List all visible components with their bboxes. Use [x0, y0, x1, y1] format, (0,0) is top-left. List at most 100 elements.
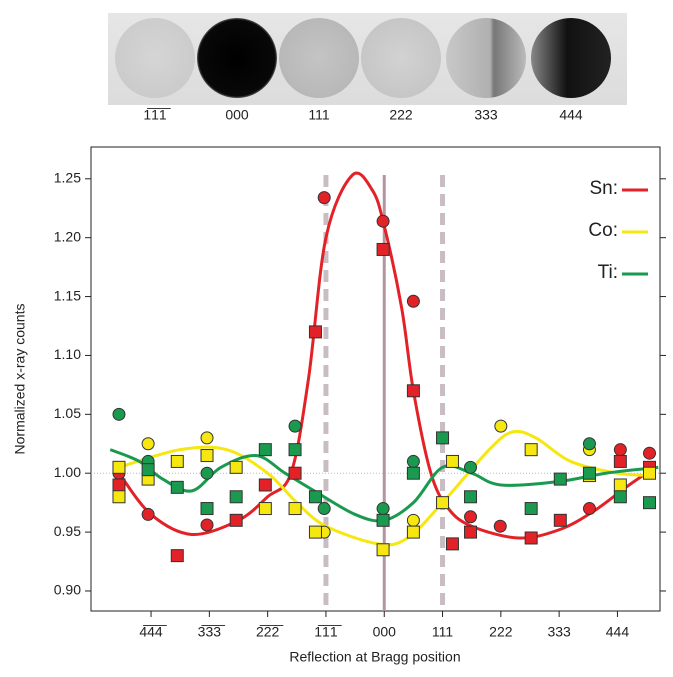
legend-label: Co:	[588, 220, 618, 241]
data-point	[230, 514, 242, 526]
data-point	[407, 385, 419, 397]
data-point	[201, 450, 213, 462]
data-point	[465, 491, 477, 503]
data-point	[407, 455, 419, 467]
data-point	[407, 295, 419, 307]
data-point	[407, 467, 419, 479]
data-point	[465, 526, 477, 538]
data-point	[495, 420, 507, 432]
data-point	[259, 479, 271, 491]
legend-label: Ti:	[598, 262, 618, 283]
data-point	[289, 467, 301, 479]
data-point	[171, 481, 183, 493]
data-point	[318, 192, 330, 204]
data-point	[494, 520, 506, 532]
data-point	[554, 473, 566, 485]
image-strip	[108, 13, 627, 105]
data-point	[201, 503, 213, 515]
data-point	[644, 447, 656, 459]
data-point	[230, 461, 242, 473]
data-point	[230, 491, 242, 503]
data-point	[614, 444, 626, 456]
data-point	[614, 491, 626, 503]
spot	[197, 18, 277, 98]
data-point	[407, 514, 419, 526]
data-point	[289, 444, 301, 456]
spot	[361, 18, 441, 98]
data-point	[644, 467, 656, 479]
fit-curve	[119, 173, 655, 538]
x-tick-label: 444	[606, 624, 630, 640]
spot	[446, 18, 526, 98]
data-point	[318, 503, 330, 515]
data-point	[614, 455, 626, 467]
data-point	[583, 438, 595, 450]
spot	[115, 18, 195, 98]
y-tick-label: 0.95	[54, 523, 81, 539]
y-tick-label: 1.05	[54, 405, 81, 421]
data-point	[201, 432, 213, 444]
data-point	[446, 455, 458, 467]
x-tick-label: 000	[373, 624, 397, 640]
data-point	[289, 420, 301, 432]
strip-label: 1̅1̅1̅	[143, 107, 171, 123]
strip-label: 333	[474, 107, 498, 123]
x-tick-label: 1̅1̅1̅	[314, 624, 342, 640]
y-tick-label: 1.10	[54, 346, 81, 362]
data-point	[583, 467, 595, 479]
x-tick-label: 3̅3̅3̅	[198, 624, 226, 640]
data-point	[171, 455, 183, 467]
data-point	[437, 497, 449, 509]
data-point	[309, 491, 321, 503]
data-point	[583, 503, 595, 515]
data-point	[171, 550, 183, 562]
legend-label: Sn:	[589, 178, 618, 199]
data-point	[437, 432, 449, 444]
data-point	[614, 479, 626, 491]
y-tick-label: 1.20	[54, 228, 81, 244]
x-tick-label: 111	[432, 624, 453, 640]
spot	[531, 18, 611, 98]
data-point	[377, 503, 389, 515]
y-tick-label: 1.25	[54, 170, 81, 186]
data-point	[446, 538, 458, 550]
strip-label: 000	[225, 107, 249, 123]
data-point	[142, 464, 154, 476]
data-point	[309, 526, 321, 538]
data-point	[377, 215, 389, 227]
data-point	[309, 326, 321, 338]
strip-label: 111	[308, 107, 329, 123]
data-point	[201, 519, 213, 531]
x-axis-title: Reflection at Bragg position	[289, 649, 460, 665]
data-point	[525, 444, 537, 456]
x-tick-label: 333	[547, 624, 571, 640]
strip-label: 444	[559, 107, 583, 123]
x-tick-label: 222	[489, 624, 513, 640]
y-tick-label: 1.15	[54, 287, 81, 303]
strip-label: 222	[389, 107, 413, 123]
figure: Normalized x-ray counts Reflection at Br…	[0, 0, 673, 672]
data-point	[259, 444, 271, 456]
data-point	[554, 514, 566, 526]
data-point	[289, 503, 301, 515]
data-point	[201, 467, 213, 479]
data-point	[377, 544, 389, 556]
data-point	[142, 438, 154, 450]
data-point	[377, 514, 389, 526]
spot	[279, 18, 359, 98]
data-point	[407, 526, 419, 538]
data-point	[113, 408, 125, 420]
x-tick-label: 2̅2̅2̅	[256, 624, 284, 640]
data-point	[113, 491, 125, 503]
data-point	[525, 503, 537, 515]
x-tick-label: 4̅4̅4̅	[139, 624, 167, 640]
plot-frame	[91, 147, 660, 611]
data-point	[142, 508, 154, 520]
data-point	[113, 479, 125, 491]
data-point	[465, 461, 477, 473]
y-tick-label: 0.90	[54, 582, 81, 598]
y-tick-label: 1.00	[54, 464, 81, 480]
data-point	[113, 461, 125, 473]
data-point	[525, 532, 537, 544]
y-axis-title: Normalized x-ray counts	[12, 304, 28, 455]
